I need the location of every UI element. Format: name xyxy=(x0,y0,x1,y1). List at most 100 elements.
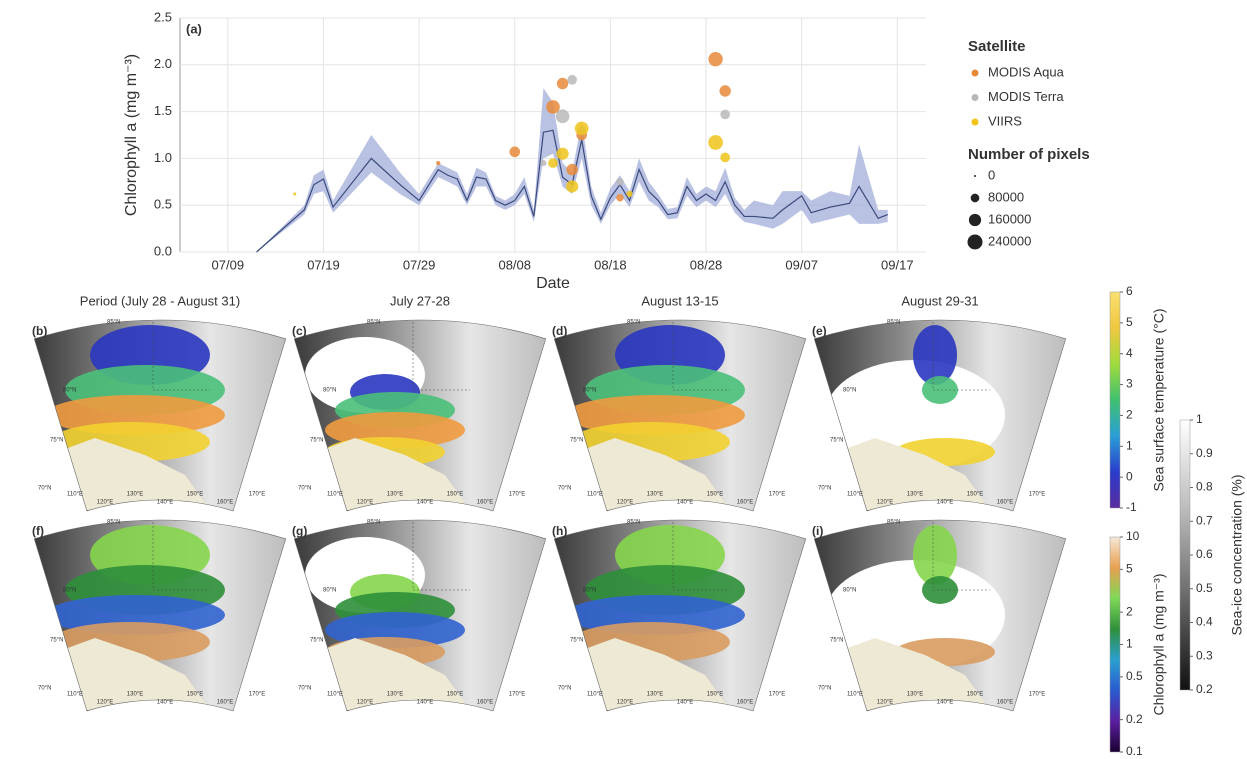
bubble xyxy=(556,148,568,160)
lon-label: 150°E xyxy=(967,492,983,498)
lon-label: 150°E xyxy=(707,492,723,498)
lon-label: 150°E xyxy=(707,692,723,698)
colorbar xyxy=(1110,537,1120,752)
lat-label: 75°N xyxy=(830,438,843,444)
y-tick-label: 1.0 xyxy=(154,150,172,165)
lat-label: 70°N xyxy=(818,486,831,492)
lat-label: 85°N xyxy=(887,320,900,326)
panel-title: August 13-15 xyxy=(641,293,718,308)
figure: (a) Date Chlorophyll a (mg m⁻³) Satellit… xyxy=(0,0,1247,759)
lat-label: 80°N xyxy=(63,588,76,594)
lon-label: 110°E xyxy=(67,492,83,498)
map-panel xyxy=(814,320,1065,511)
panel-letter: (h) xyxy=(552,524,567,538)
lon-label: 140°E xyxy=(157,700,173,706)
colorbar-label: Sea-ice concentration (%) xyxy=(1229,474,1245,635)
bubble xyxy=(708,135,723,150)
colorbar-tick-label: 5 xyxy=(1126,315,1133,329)
lon-label: 170°E xyxy=(1029,492,1045,498)
size-legend-label: 160000 xyxy=(988,211,1031,226)
lon-label: 130°E xyxy=(387,492,403,498)
lon-label: 130°E xyxy=(647,692,663,698)
bubble xyxy=(548,158,558,168)
lon-label: 150°E xyxy=(187,692,203,698)
lat-label: 80°N xyxy=(583,588,596,594)
bubble xyxy=(719,85,730,96)
page: (a) Date Chlorophyll a (mg m⁻³) Satellit… xyxy=(0,0,1247,759)
lon-label: 170°E xyxy=(249,492,265,498)
lat-label: 85°N xyxy=(107,320,120,326)
x-tick-label: 07/29 xyxy=(403,257,436,272)
colorbar-tick-label: 2 xyxy=(1126,408,1133,422)
lat-label: 70°N xyxy=(38,686,51,692)
legend-label: MODIS Terra xyxy=(988,89,1064,104)
x-tick-label: 09/07 xyxy=(785,257,818,272)
size-legend-marker xyxy=(969,214,981,226)
colorbar-tick-label: 10 xyxy=(1126,529,1140,543)
lat-label: 85°N xyxy=(367,520,380,526)
lat-label: 80°N xyxy=(323,388,336,394)
lat-label: 75°N xyxy=(310,638,323,644)
colorbar-tick-label: 5 xyxy=(1126,562,1133,576)
x-tick-label: 08/28 xyxy=(690,257,723,272)
colorbar-tick-label: 0.3 xyxy=(1196,648,1213,662)
legend-swatch xyxy=(972,70,979,77)
bubble xyxy=(557,78,568,89)
size-legend-label: 240000 xyxy=(988,233,1031,248)
lon-label: 130°E xyxy=(127,692,143,698)
lat-label: 85°N xyxy=(107,520,120,526)
lon-label: 110°E xyxy=(67,692,83,698)
legend-label: MODIS Aqua xyxy=(988,64,1065,79)
panel-letter: (i) xyxy=(812,524,823,538)
panel-title: August 29-31 xyxy=(901,293,978,308)
bubble xyxy=(626,191,632,197)
lon-label: 170°E xyxy=(509,492,525,498)
lon-label: 140°E xyxy=(677,700,693,706)
lat-label: 70°N xyxy=(558,486,571,492)
colorbar-tick-label: 0.9 xyxy=(1196,446,1213,460)
lat-label: 80°N xyxy=(63,388,76,394)
lon-label: 130°E xyxy=(387,692,403,698)
size-legend-marker xyxy=(968,235,983,250)
colorbar-tick-label: 0.2 xyxy=(1196,682,1213,696)
lon-label: 140°E xyxy=(417,700,433,706)
colorbar-tick-label: 3 xyxy=(1126,377,1133,391)
legend-label: VIIRS xyxy=(988,113,1022,128)
size-legend-title: Number of pixels xyxy=(968,146,1090,163)
lon-label: 120°E xyxy=(877,700,893,706)
lat-label: 75°N xyxy=(50,438,63,444)
bubble xyxy=(616,178,624,186)
lon-label: 110°E xyxy=(847,492,863,498)
lon-label: 120°E xyxy=(357,700,373,706)
colorbar-tick-label: 0.7 xyxy=(1196,513,1213,527)
lat-label: 80°N xyxy=(843,588,856,594)
colorbar-tick-label: 0.5 xyxy=(1196,581,1213,595)
legend-swatch xyxy=(972,94,979,101)
colorbar-tick-label: 0.2 xyxy=(1126,712,1143,726)
x-tick-label: 07/09 xyxy=(212,257,245,272)
lat-label: 85°N xyxy=(627,320,640,326)
map-field xyxy=(922,376,958,404)
lon-label: 120°E xyxy=(877,500,893,506)
lon-label: 150°E xyxy=(187,492,203,498)
bubble xyxy=(566,164,577,175)
x-tick-label: 08/08 xyxy=(498,257,531,272)
size-legend-marker xyxy=(974,175,976,177)
lon-label: 170°E xyxy=(1029,692,1045,698)
panel-letter: (g) xyxy=(292,524,307,538)
colorbar-tick-label: 0 xyxy=(1126,469,1133,483)
colorbar-tick-label: 1 xyxy=(1126,637,1133,651)
lon-label: 120°E xyxy=(97,700,113,706)
lon-label: 140°E xyxy=(417,500,433,506)
colorbar-tick-label: 0.6 xyxy=(1196,547,1213,561)
x-tick-label: 07/19 xyxy=(307,257,340,272)
bubble xyxy=(540,160,546,166)
lon-label: 140°E xyxy=(937,500,953,506)
lat-label: 70°N xyxy=(298,686,311,692)
map-panel xyxy=(554,320,805,511)
lat-label: 75°N xyxy=(310,438,323,444)
bubble xyxy=(708,52,722,66)
colorbar xyxy=(1110,292,1120,508)
lon-label: 120°E xyxy=(357,500,373,506)
lon-label: 140°E xyxy=(677,500,693,506)
